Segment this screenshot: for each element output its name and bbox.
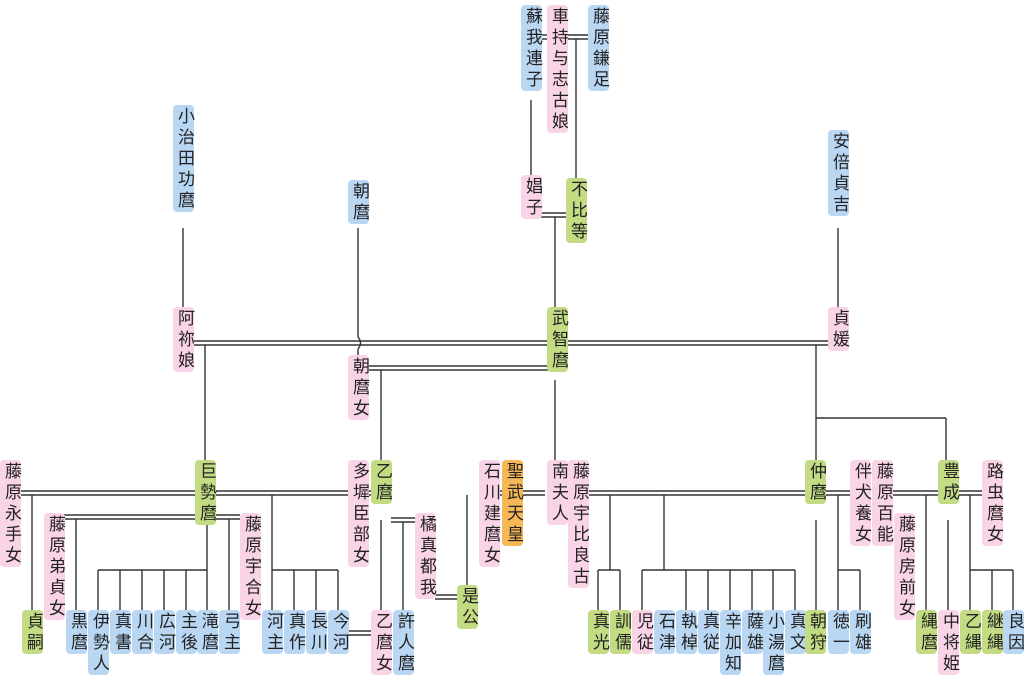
person-node: 不比等 bbox=[566, 178, 587, 243]
person-node: 藤原鎌足 bbox=[588, 5, 609, 91]
person-node: 薩雄 bbox=[742, 610, 763, 654]
person-node: 長川 bbox=[306, 610, 327, 654]
person-node: 許人麿 bbox=[393, 610, 414, 675]
person-node: 真書 bbox=[110, 610, 131, 654]
person-node: 伴犬養女 bbox=[850, 460, 871, 546]
person-node: 伊勢人 bbox=[88, 610, 109, 675]
person-node: 是公 bbox=[457, 585, 478, 629]
connector bbox=[357, 336, 362, 350]
person-node: 阿祢娘 bbox=[173, 307, 194, 372]
person-node: 主後 bbox=[176, 610, 197, 654]
person-node: 真従 bbox=[698, 610, 719, 654]
person-node: 広河 bbox=[154, 610, 175, 654]
person-node: 良因 bbox=[1003, 610, 1024, 654]
person-node: 藤原房前女 bbox=[894, 513, 915, 620]
person-node: 滝麿 bbox=[197, 610, 218, 654]
person-node: 真作 bbox=[284, 610, 305, 654]
person-node: 乙麿女 bbox=[371, 610, 392, 675]
person-node: 真光 bbox=[588, 610, 609, 654]
person-node: 仲麿 bbox=[805, 460, 826, 504]
person-node: 多墀臣部女 bbox=[348, 460, 369, 567]
person-node: 辛加知 bbox=[720, 610, 741, 675]
person-node: 縄麿 bbox=[916, 610, 937, 654]
person-node: 石川建麿女 bbox=[479, 460, 500, 567]
person-node: 藤原百能 bbox=[872, 460, 893, 546]
person-node: 児従 bbox=[632, 610, 653, 654]
person-node: 貞媛 bbox=[828, 307, 849, 351]
person-node: 執棹 bbox=[676, 610, 697, 654]
person-node: 藤原永手女 bbox=[0, 460, 21, 567]
person-node: 今河 bbox=[328, 610, 349, 654]
person-node: 橘真都我 bbox=[415, 513, 436, 599]
person-node: 貞嗣 bbox=[22, 610, 43, 654]
person-node: 真文 bbox=[785, 610, 806, 654]
person-node: 河主 bbox=[262, 610, 283, 654]
person-node: 小治田功麿 bbox=[173, 105, 194, 212]
person-node: 南夫人 bbox=[547, 460, 568, 525]
person-node: 小湯麿 bbox=[763, 610, 784, 675]
person-node: 石津 bbox=[654, 610, 675, 654]
person-node: 乙縄 bbox=[960, 610, 981, 654]
person-node: 蘇我連子 bbox=[521, 5, 542, 91]
person-node: 豊成 bbox=[938, 460, 959, 504]
person-node: 訓儒 bbox=[610, 610, 631, 654]
person-node: 川合 bbox=[132, 610, 153, 654]
person-node: 乙麿 bbox=[371, 460, 392, 504]
person-node: 朝狩 bbox=[805, 610, 826, 654]
person-node: 藤原宇合女 bbox=[240, 513, 261, 620]
person-node: 安倍貞吉 bbox=[828, 130, 849, 216]
person-node: 路虫麿女 bbox=[982, 460, 1003, 546]
person-node: 朝麿 bbox=[348, 180, 369, 224]
person-node: 藤原宇比良古 bbox=[568, 460, 589, 588]
person-node: 中将姫 bbox=[938, 610, 959, 675]
person-node: 朝麿女 bbox=[348, 355, 369, 420]
person-node: 弓主 bbox=[219, 610, 240, 654]
person-node: 黒麿 bbox=[66, 610, 87, 654]
person-node: 継縄 bbox=[982, 610, 1003, 654]
person-node: 武智麿 bbox=[547, 307, 568, 372]
person-node: 聖武天皇 bbox=[502, 460, 523, 546]
person-node: 藤原弟貞女 bbox=[44, 513, 65, 620]
person-node: 車持与志古娘 bbox=[547, 5, 568, 133]
person-node: 巨勢麿 bbox=[195, 460, 216, 525]
person-node: 刷雄 bbox=[850, 610, 871, 654]
person-node: 娼子 bbox=[521, 175, 542, 219]
person-node: 徳一 bbox=[828, 610, 849, 654]
